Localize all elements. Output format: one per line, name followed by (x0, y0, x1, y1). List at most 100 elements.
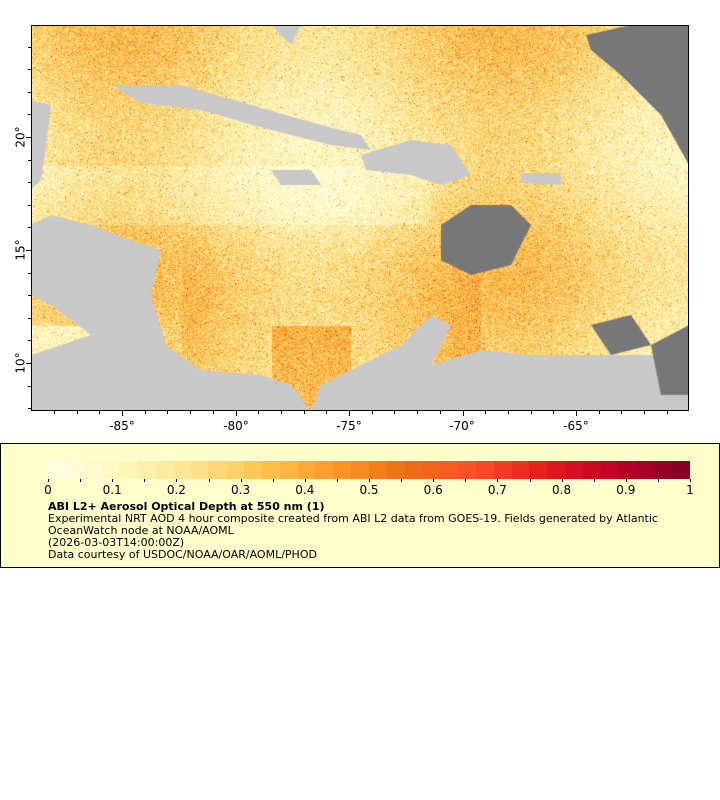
colorbar-segment (172, 461, 191, 479)
colorbar-segment (190, 461, 209, 479)
x-tick (258, 411, 260, 414)
colorbar-tick (240, 479, 242, 482)
colorbar-segment (386, 461, 405, 479)
colorbar-tick (304, 479, 306, 482)
colorbar-segment (65, 461, 84, 479)
y-tick (28, 204, 31, 206)
colorbar-segment (119, 461, 138, 479)
colorbar-tick-label: 0.5 (359, 483, 379, 497)
y-tick (28, 408, 31, 410)
x-tick-label: -75° (336, 419, 362, 433)
x-tick (190, 411, 192, 414)
x-tick (462, 411, 464, 416)
x-tick (394, 411, 396, 414)
y-tick (28, 69, 31, 71)
colorbar-tick (144, 479, 146, 482)
x-tick-label: -70° (449, 419, 475, 433)
y-tick (28, 182, 31, 184)
x-tick-label: -65° (563, 419, 589, 433)
x-tick (417, 411, 419, 414)
legend-credit: Data courtesy of USDOC/NOAA/OAR/AOML/PHO… (48, 548, 317, 561)
colorbar-segment (48, 461, 66, 479)
colorbar-segment (654, 461, 672, 479)
x-tick (53, 411, 55, 414)
colorbar-segment (101, 461, 120, 479)
colorbar-tick (272, 479, 274, 482)
legend-title: ABI L2+ Aerosol Optical Depth at 550 nm … (48, 500, 325, 513)
x-tick (212, 411, 214, 414)
y-tick (28, 227, 31, 229)
colorbar-segment (547, 461, 566, 479)
colorbar-segment (333, 461, 352, 479)
x-tick (122, 411, 123, 416)
y-tick (28, 114, 31, 116)
colorbar-segment (226, 461, 245, 479)
x-tick (530, 411, 532, 414)
legend-panel: 0 0.1 0.2 0.3 0.4 0.5 0.6 0.7 0.8 0.9 1 ABI L2+ Ae… (0, 443, 720, 568)
colorbar-segment (582, 461, 601, 479)
colorbar-tick (690, 479, 691, 482)
colorbar-segment (529, 461, 548, 479)
colorbar-segment (154, 461, 173, 479)
x-tick (76, 411, 78, 414)
x-tick (99, 411, 101, 414)
colorbar-tick-label: 0.4 (295, 483, 315, 497)
x-tick (666, 411, 668, 414)
colorbar-tick-label: 0.6 (423, 483, 443, 497)
colorbar-tick-label: 0.7 (487, 483, 507, 497)
colorbar-tick (401, 479, 403, 482)
x-tick (167, 411, 169, 414)
colorbar-segment (404, 461, 423, 479)
colorbar-tick (112, 479, 114, 482)
colorbar-tick (529, 479, 531, 482)
colorbar-segment (137, 461, 155, 479)
colorbar-tick (369, 479, 370, 482)
colorbar-segment (368, 461, 387, 479)
colorbar-segment (261, 461, 280, 479)
colorbar-segment (422, 461, 441, 479)
colorbar-tick (593, 479, 595, 482)
colorbar-tick (48, 479, 49, 482)
x-tick (485, 411, 487, 414)
x-tick (439, 411, 441, 414)
legend-description: Experimental NRT AOD 4 hour composite cr… (48, 512, 658, 525)
colorbar-tick (80, 479, 82, 482)
x-tick (144, 411, 146, 414)
x-tick (371, 411, 373, 414)
x-tick-label: -80° (223, 419, 249, 433)
y-tick (28, 46, 31, 48)
y-tick (28, 317, 31, 319)
colorbar-segment (351, 461, 369, 479)
y-tick (28, 385, 31, 387)
x-tick (235, 411, 237, 416)
aod-map-image (31, 25, 689, 411)
colorbar-segment (475, 461, 494, 479)
colorbar-tick (561, 479, 563, 482)
x-tick (576, 411, 577, 416)
colorbar-tick (208, 479, 210, 482)
colorbar-tick-label: 0 (44, 483, 52, 497)
x-tick-label: -85° (109, 419, 135, 433)
legend-description-cont: OceanWatch node at NOAA/AOML (48, 524, 234, 537)
legend-time: (2026-03-03T14:00:00Z) (48, 536, 185, 549)
x-tick (349, 411, 350, 416)
colorbar-segment (458, 461, 476, 479)
x-tick (326, 411, 328, 414)
y-tick (28, 295, 31, 297)
colorbar-tick (336, 479, 338, 482)
colorbar-segment (565, 461, 583, 479)
colorbar-tick (657, 479, 659, 482)
colorbar-segment (636, 461, 655, 479)
colorbar-segment (618, 461, 637, 479)
colorbar-tick-label: 0.8 (552, 483, 572, 497)
y-tick (26, 250, 31, 251)
y-tick (26, 363, 31, 364)
y-tick (28, 340, 31, 342)
y-tick (26, 137, 31, 138)
colorbar-tick (625, 479, 627, 482)
colorbar-segment (600, 461, 619, 479)
colorbar-tick (497, 479, 499, 482)
colorbar-tick-label: 0.9 (616, 483, 636, 497)
colorbar-tick-label: 0.3 (231, 483, 251, 497)
x-tick (621, 411, 623, 414)
